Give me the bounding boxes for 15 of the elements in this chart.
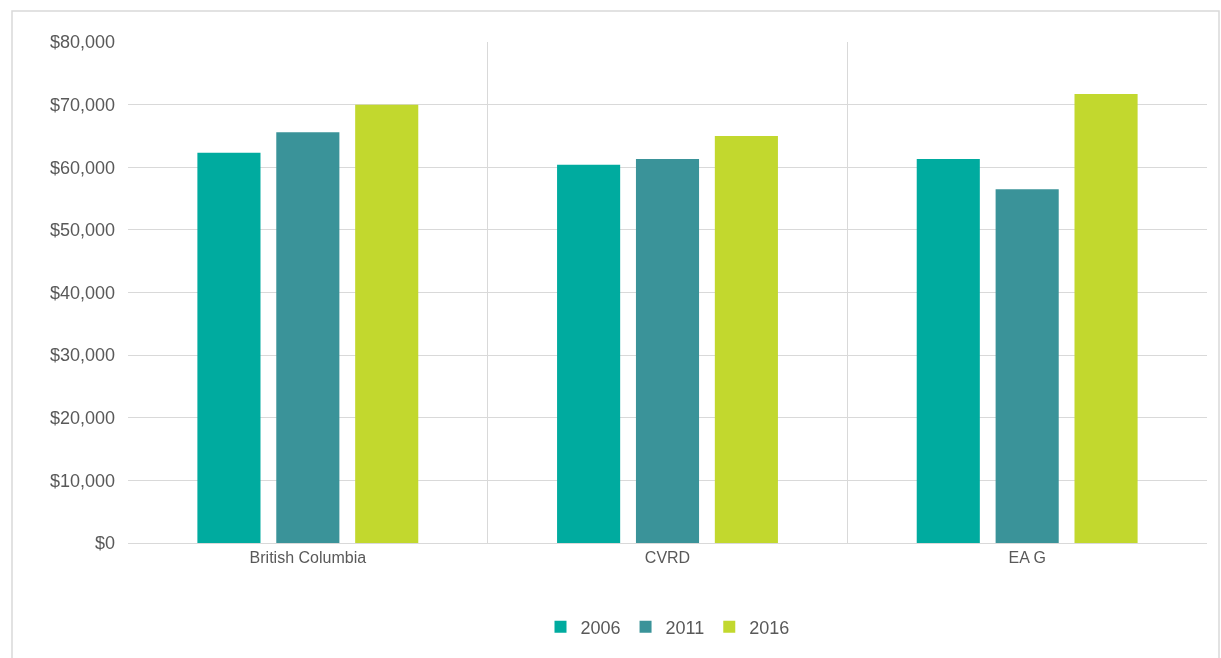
y-tick-label: $30,000 [49,345,115,366]
x-tick-label: British Columbia [249,549,367,567]
y-tick-label: $0 [94,533,115,554]
y-tick-label: $80,000 [49,32,115,53]
legend-label: 2011 [665,617,705,638]
y-tick-label: $10,000 [49,470,115,491]
legend-label: 2006 [580,617,621,638]
y-tick-label: $20,000 [49,408,115,429]
y-tick-label: $40,000 [49,282,115,303]
y-tick-label: $60,000 [49,157,115,178]
y-tick-label: $50,000 [49,220,115,241]
legend-label: 2016 [749,617,790,638]
x-tick-label: EA G [1008,549,1046,567]
x-tick-label: CVRD [644,549,691,567]
y-tick-label: $70,000 [49,94,115,115]
